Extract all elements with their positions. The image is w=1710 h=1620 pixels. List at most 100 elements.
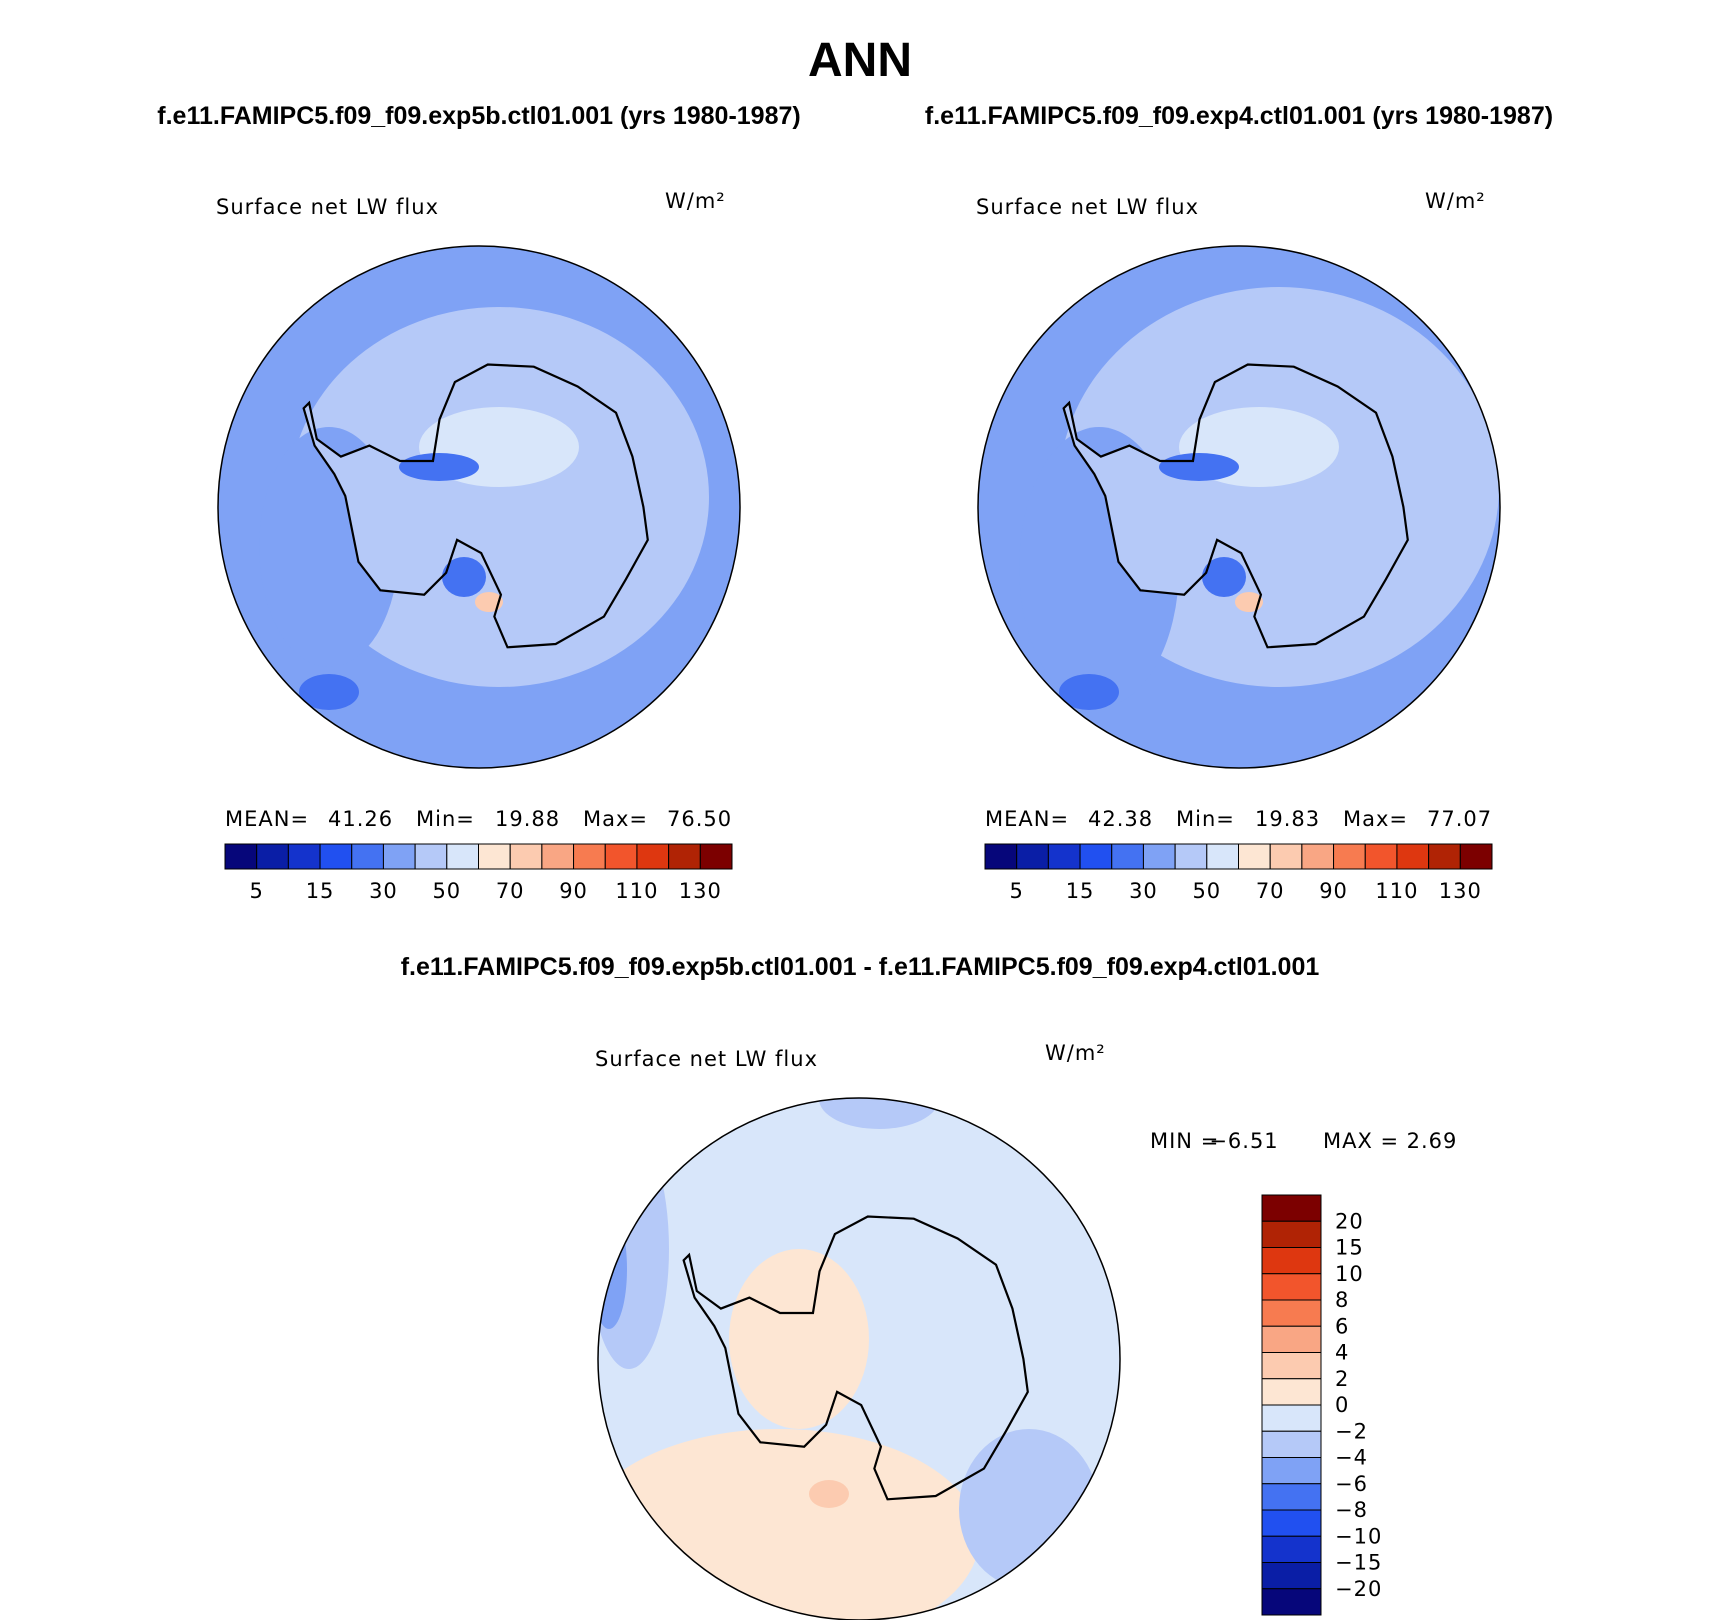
stat: Min= <box>416 807 475 831</box>
colorbar-label: 110 <box>615 879 658 903</box>
units: W/m² <box>1425 189 1486 213</box>
colorbar-label: 110 <box>1375 879 1418 903</box>
colorbar-box <box>224 843 258 870</box>
colorbar-label: 130 <box>1439 879 1482 903</box>
colorbar-box <box>1261 1509 1322 1537</box>
map <box>977 245 1501 769</box>
colorbar-box <box>414 843 448 870</box>
colorbar-label: 30 <box>1129 879 1158 903</box>
stat: 41.26 <box>328 807 393 831</box>
stat: MAX = <box>1323 1129 1399 1153</box>
stat: 2.69 <box>1407 1129 1458 1153</box>
colorbar-box <box>1016 843 1049 870</box>
colorbar-label: 10 <box>1335 1262 1364 1286</box>
colorbar-box <box>256 843 289 870</box>
subtitle: f.e11.FAMIPC5.f09_f09.exp4.ctl01.001 (yr… <box>925 102 1553 130</box>
subtitle: f.e11.FAMIPC5.f09_f09.exp5b.ctl01.001 (y… <box>157 102 800 130</box>
colorbar-box <box>1261 1194 1322 1222</box>
panel-title: Surface net LW flux <box>595 1047 818 1071</box>
colorbar-box <box>1261 1430 1322 1458</box>
stat: 19.83 <box>1255 807 1320 831</box>
colorbar-label: 0 <box>1335 1393 1349 1417</box>
colorbar-box <box>1261 1325 1322 1353</box>
colorbar-box <box>668 843 701 870</box>
colorbar-label: 15 <box>306 879 335 903</box>
colorbar-label: −6 <box>1335 1472 1368 1496</box>
stat: MIN = <box>1150 1129 1219 1153</box>
colorbar-box <box>1269 843 1303 870</box>
stat: −6.51 <box>1209 1129 1278 1153</box>
colorbar-box <box>478 843 511 870</box>
colorbar-box <box>1261 1457 1322 1485</box>
colorbar-label: 70 <box>1256 879 1285 903</box>
colorbar-box <box>1206 843 1239 870</box>
colorbar-box <box>1301 843 1335 870</box>
colorbar-label: 20 <box>1335 1209 1364 1233</box>
colorbar-label: 8 <box>1335 1288 1349 1312</box>
colorbar-box <box>1261 1273 1322 1301</box>
colorbar-box <box>1396 843 1430 870</box>
colorbar-label: 15 <box>1066 879 1095 903</box>
stat: Min= <box>1176 807 1235 831</box>
colorbar-label: 5 <box>250 879 264 903</box>
colorbar-label: 5 <box>1010 879 1024 903</box>
colorbar-box <box>1111 843 1144 870</box>
colorbar-box <box>446 843 479 870</box>
panel-title: Surface net LW flux <box>976 195 1199 219</box>
diff-title: f.e11.FAMIPC5.f09_f09.exp5b.ctl01.001 - … <box>401 953 1320 981</box>
colorbar-label: −10 <box>1335 1524 1382 1548</box>
units: W/m² <box>665 189 726 213</box>
colorbar-box <box>1261 1247 1322 1275</box>
stat: 77.07 <box>1427 807 1492 831</box>
colorbar-box <box>1261 1588 1322 1616</box>
figure-title: ANN <box>808 34 912 87</box>
stat: MEAN= <box>985 807 1069 831</box>
colorbar-label: 30 <box>369 879 398 903</box>
stat: Max= <box>1343 807 1408 831</box>
colorbar-label: −20 <box>1335 1577 1382 1601</box>
colorbar-label: −2 <box>1335 1419 1368 1443</box>
colorbar-box <box>1261 1404 1322 1432</box>
colorbar-label: 4 <box>1335 1341 1349 1365</box>
colorbar-box <box>1459 843 1493 870</box>
colorbar-box <box>351 843 384 870</box>
colorbar-label: 130 <box>679 879 722 903</box>
colorbar-box <box>573 843 606 870</box>
colorbar-box <box>1333 843 1366 870</box>
colorbar-box <box>699 843 733 870</box>
panel-title: Surface net LW flux <box>216 195 439 219</box>
colorbar-box <box>1261 1220 1322 1248</box>
colorbar-label: −15 <box>1335 1551 1382 1575</box>
colorbar-label: 50 <box>1192 879 1221 903</box>
colorbar-label: 6 <box>1335 1314 1349 1338</box>
colorbar-box <box>1142 843 1176 870</box>
colorbar-box <box>1261 1378 1322 1406</box>
colorbar-box <box>1047 843 1081 870</box>
map <box>597 1097 1121 1620</box>
colorbar-box <box>604 843 638 870</box>
colorbar-box <box>509 843 543 870</box>
colorbar-box <box>1261 1352 1322 1380</box>
colorbar-label: 90 <box>1319 879 1348 903</box>
colorbar-box <box>1174 843 1208 870</box>
colorbar-box <box>636 843 670 870</box>
colorbar-box <box>1428 843 1461 870</box>
colorbar-box <box>1261 1483 1322 1511</box>
colorbar-box <box>319 843 353 870</box>
colorbar-box <box>1261 1562 1322 1590</box>
colorbar-box <box>541 843 575 870</box>
colorbar-label: −4 <box>1335 1446 1368 1470</box>
colorbar-box <box>287 843 321 870</box>
colorbar-box <box>1238 843 1271 870</box>
colorbar-box <box>1079 843 1113 870</box>
colorbar-box <box>1261 1535 1322 1563</box>
stat: MEAN= <box>225 807 309 831</box>
colorbar-box <box>382 843 416 870</box>
stat: Max= <box>583 807 648 831</box>
colorbar-label: 70 <box>496 879 525 903</box>
stat: 76.50 <box>667 807 732 831</box>
colorbar-label: 90 <box>559 879 588 903</box>
colorbar-label: 15 <box>1335 1236 1364 1260</box>
units: W/m² <box>1045 1041 1106 1065</box>
